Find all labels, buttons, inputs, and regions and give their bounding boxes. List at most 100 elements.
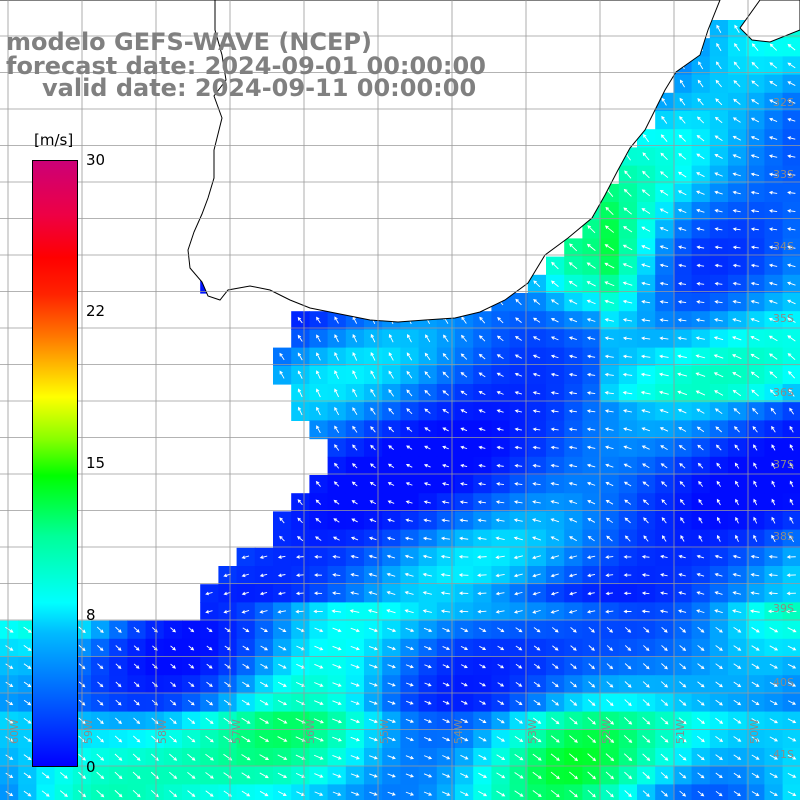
- wind-arrow: [405, 773, 414, 778]
- wind-arrow: [624, 699, 632, 707]
- wind-arrow: [787, 627, 797, 633]
- wind-arrow: [732, 389, 742, 397]
- lon-label: 59W: [82, 719, 95, 744]
- wind-arrow: [352, 444, 358, 451]
- wind-arrow: [587, 225, 596, 234]
- wind-arrow: [405, 718, 414, 723]
- wind-arrow: [332, 627, 342, 633]
- wind-arrow: [550, 391, 559, 395]
- wind-arrow: [532, 500, 541, 504]
- colorbar-tick: 15: [86, 454, 106, 472]
- map-title: modelo GEFS-WAVE (NCEP): [6, 28, 372, 56]
- wind-arrow: [786, 555, 796, 559]
- wind-arrow: [23, 663, 32, 670]
- wind-arrow: [151, 699, 158, 706]
- wind-arrow: [404, 572, 414, 577]
- wind-arrow: [278, 663, 287, 669]
- wind-arrow: [479, 700, 487, 705]
- wind-arrow: [750, 573, 760, 577]
- wind-arrow: [787, 172, 796, 177]
- wind-arrow: [297, 334, 303, 342]
- wind-arrow: [96, 753, 105, 761]
- wind-arrow: [787, 190, 796, 195]
- wind-cell: [600, 784, 620, 800]
- wind-arrow: [641, 336, 651, 341]
- wind-arrow: [586, 336, 596, 340]
- wind-arrow: [223, 591, 231, 596]
- wind-arrow: [769, 389, 777, 397]
- wind-arrow: [406, 389, 413, 397]
- wind-arrow: [733, 736, 742, 742]
- wind-arrow: [660, 171, 669, 178]
- wind-arrow: [624, 626, 632, 633]
- wind-arrow: [679, 626, 687, 633]
- wind-arrow: [96, 771, 105, 780]
- wind-arrow: [733, 408, 741, 415]
- wind-arrow: [715, 79, 722, 88]
- wind-arrow: [277, 573, 286, 578]
- wind-arrow: [514, 463, 523, 468]
- wind-arrow: [369, 463, 376, 469]
- wind-arrow: [749, 609, 760, 613]
- wind-arrow: [334, 334, 339, 343]
- wind-arrow: [768, 554, 778, 559]
- wind-arrow: [205, 609, 213, 614]
- wind-arrow: [641, 591, 650, 596]
- wind-arrow: [514, 336, 522, 341]
- wind-arrow: [605, 735, 615, 744]
- wind-arrow: [477, 500, 486, 504]
- wind-arrow: [568, 427, 578, 432]
- wind-arrow: [751, 43, 759, 51]
- wind-arrow: [459, 500, 468, 504]
- wind-arrow: [733, 645, 742, 651]
- wind-arrow: [787, 791, 797, 796]
- wind-cell: [491, 784, 511, 800]
- wind-arrow: [477, 555, 487, 559]
- wind-arrow: [641, 409, 651, 413]
- wind-cell: [418, 784, 438, 800]
- wind-arrow: [496, 335, 504, 342]
- wind-arrow: [515, 317, 522, 323]
- wind-arrow: [605, 445, 614, 450]
- wind-arrow: [422, 609, 432, 613]
- wind-cell: [364, 784, 383, 800]
- wind-arrow: [334, 425, 340, 433]
- wind-arrow: [604, 354, 614, 359]
- wind-arrow: [659, 263, 669, 268]
- wind-arrow: [241, 610, 250, 614]
- wind-arrow: [787, 227, 796, 231]
- wind-arrow: [386, 609, 396, 614]
- wind-arrow: [623, 445, 632, 450]
- wind-arrow: [732, 263, 741, 268]
- lat-label: 32S: [773, 96, 794, 109]
- wind-arrow: [750, 154, 760, 159]
- wind-arrow: [458, 573, 469, 577]
- wind-arrow: [478, 718, 487, 723]
- wind-arrow: [733, 791, 742, 797]
- wind-arrow: [443, 334, 449, 343]
- wind-arrow: [696, 208, 705, 213]
- wind-arrow: [442, 718, 451, 723]
- wind-arrow: [787, 718, 797, 724]
- wind-cell: [782, 456, 800, 476]
- wind-arrow: [750, 554, 760, 559]
- wind-arrow: [370, 407, 376, 415]
- wind-arrow: [771, 425, 776, 433]
- wind-arrow: [698, 61, 704, 70]
- wind-arrow: [752, 407, 759, 415]
- wind-arrow: [387, 773, 396, 778]
- wind-arrow: [678, 554, 686, 559]
- wind-arrow: [387, 737, 396, 742]
- wind-arrow: [715, 645, 723, 651]
- wind-arrow: [660, 573, 668, 577]
- wind-arrow: [750, 299, 760, 304]
- wind-arrow: [568, 753, 579, 762]
- wind-arrow: [570, 645, 577, 651]
- wind-arrow: [732, 372, 742, 378]
- wind-arrow: [716, 534, 721, 542]
- wind-arrow: [133, 717, 141, 725]
- wind-arrow: [387, 755, 396, 760]
- wind-arrow: [188, 645, 195, 651]
- lat-label: 41S: [773, 748, 794, 761]
